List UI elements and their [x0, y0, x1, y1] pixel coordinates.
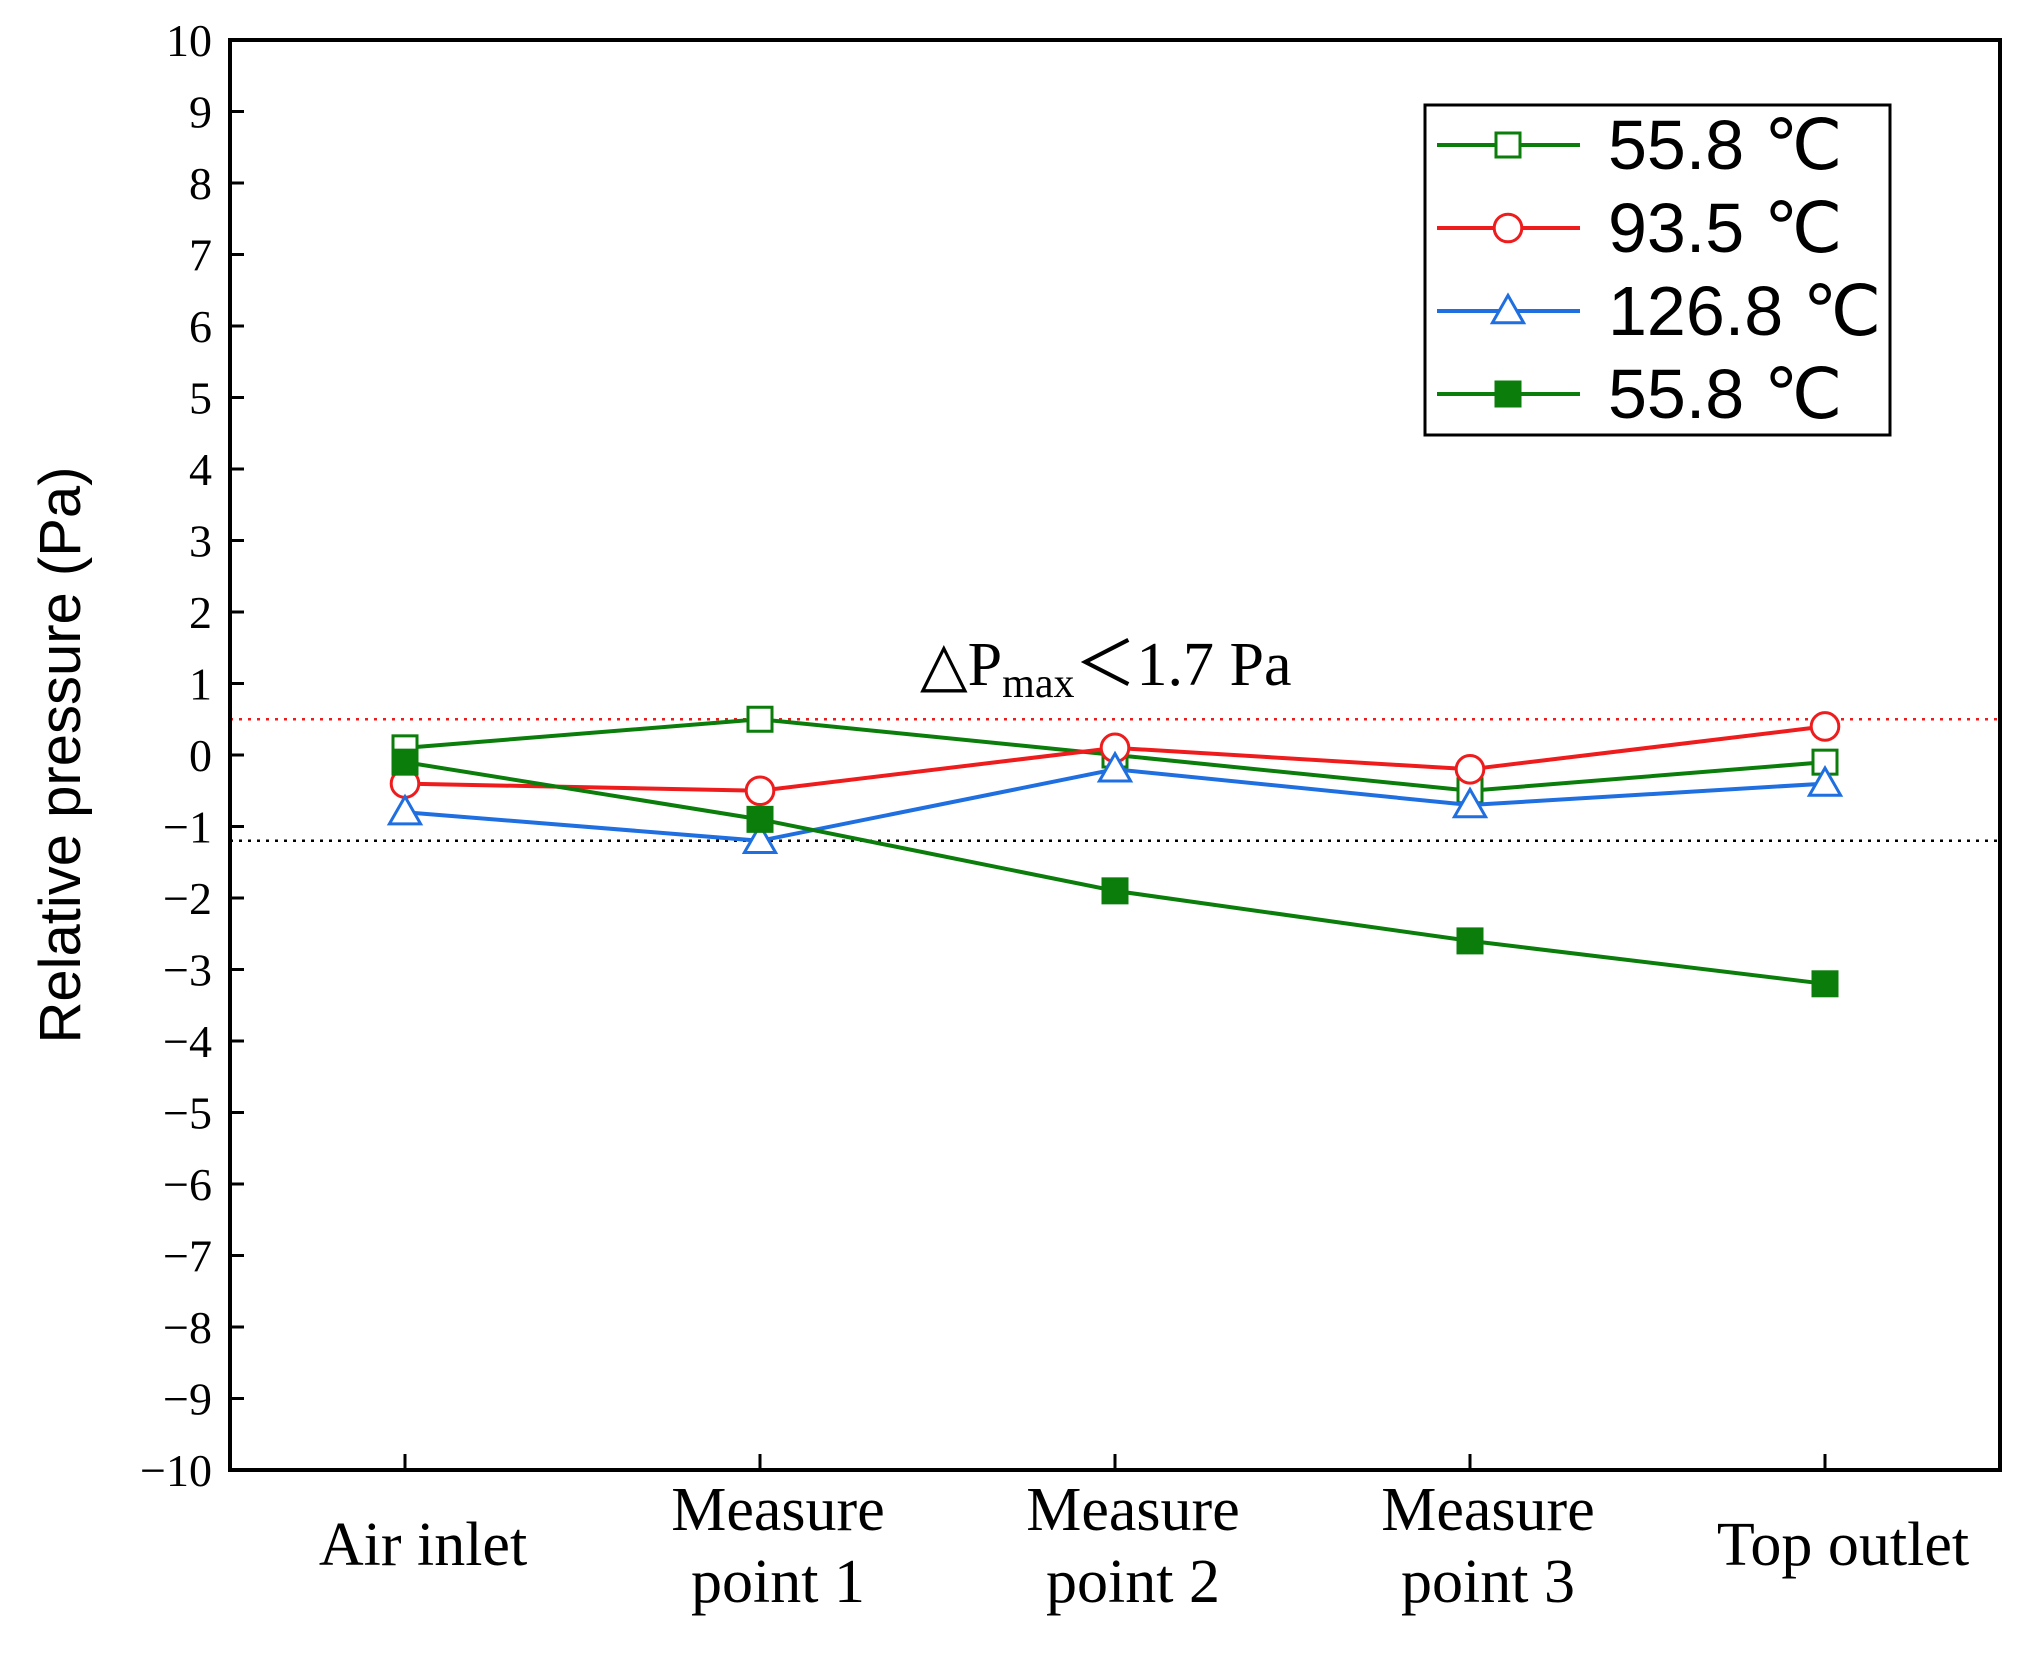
x-tick-label: Top outlet [1717, 1511, 1969, 1579]
legend-entry-3: 55.8 ℃ [1437, 355, 1842, 433]
data-point [391, 748, 419, 776]
data-point [1456, 927, 1484, 955]
data-point [1811, 970, 1839, 998]
y-tick-label: 5 [189, 373, 212, 424]
y-tick-label: −7 [163, 1231, 212, 1282]
y-tick-label: 6 [189, 301, 212, 352]
y-tick-label: 8 [189, 158, 212, 209]
y-tick-label: −8 [163, 1302, 212, 1353]
data-point [744, 775, 776, 807]
legend-entry-0: 55.8 ℃ [1437, 106, 1842, 184]
x-tick-label: Air inlet [319, 1511, 527, 1579]
data-point [1451, 786, 1489, 819]
y-tick-label: 10 [166, 15, 212, 66]
series-3 [391, 748, 1839, 998]
annotation-suffix: ＜1.7 Pa [1074, 631, 1291, 699]
data-point [1494, 131, 1522, 159]
y-tick-label: −9 [163, 1374, 212, 1425]
data-point [1489, 292, 1527, 325]
x-tick-label: Measure point 3 [1381, 1476, 1594, 1616]
y-axis-title: Relative pressure (Pa) [28, 467, 93, 1044]
y-tick-label: 0 [189, 730, 212, 781]
data-point [386, 793, 424, 826]
y-tick-label: −10 [140, 1445, 212, 1496]
x-tick-label: Measure point 1 [671, 1476, 884, 1616]
y-tick-label: 7 [189, 230, 212, 281]
legend-entry-2: 126.8 ℃ [1437, 272, 1881, 350]
data-point [1454, 754, 1486, 785]
x-axis: Air inlet Measure point 1 Measure point 2 Mea… [319, 1454, 1969, 1616]
reference-lines [230, 718, 2000, 843]
data-point [746, 705, 774, 733]
legend-entry-1: 93.5 ℃ [1437, 189, 1842, 267]
series-1 [389, 711, 1841, 807]
data-point [1096, 750, 1134, 783]
legend-label: 55.8 ℃ [1608, 106, 1842, 184]
legend-label: 93.5 ℃ [1608, 189, 1842, 267]
y-tick-label: −3 [163, 945, 212, 996]
x-tick-label: Measure point 2 [1026, 1476, 1239, 1616]
data-point [1806, 764, 1844, 797]
data-point [1492, 212, 1524, 244]
series-layer [386, 705, 1844, 998]
legend-label: 126.8 ℃ [1608, 272, 1881, 350]
y-tick-label: 2 [189, 587, 212, 638]
y-tick-label: −1 [163, 802, 212, 853]
y-tick-label: −2 [163, 873, 212, 924]
data-point [1101, 877, 1129, 905]
delta-p-annotation: △Pmax＜1.7 Pa [920, 631, 1292, 707]
y-tick-label: −6 [163, 1159, 212, 1210]
y-tick-label: 1 [189, 659, 212, 710]
y-tick-label: −5 [163, 1088, 212, 1139]
annotation-prefix: △P [920, 631, 1002, 699]
y-tick-label: 9 [189, 87, 212, 138]
annotation-subscript: max [1002, 661, 1074, 707]
data-point [1809, 711, 1841, 742]
data-point [741, 822, 779, 854]
y-tick-label: −4 [163, 1016, 212, 1067]
legend-label: 55.8 ℃ [1608, 355, 1842, 433]
data-point [1494, 380, 1522, 408]
legend-box [1423, 103, 1892, 437]
series-2 [386, 750, 1844, 854]
y-tick-label: 4 [189, 444, 212, 495]
data-point [746, 805, 774, 833]
y-tick-label: 3 [189, 516, 212, 567]
